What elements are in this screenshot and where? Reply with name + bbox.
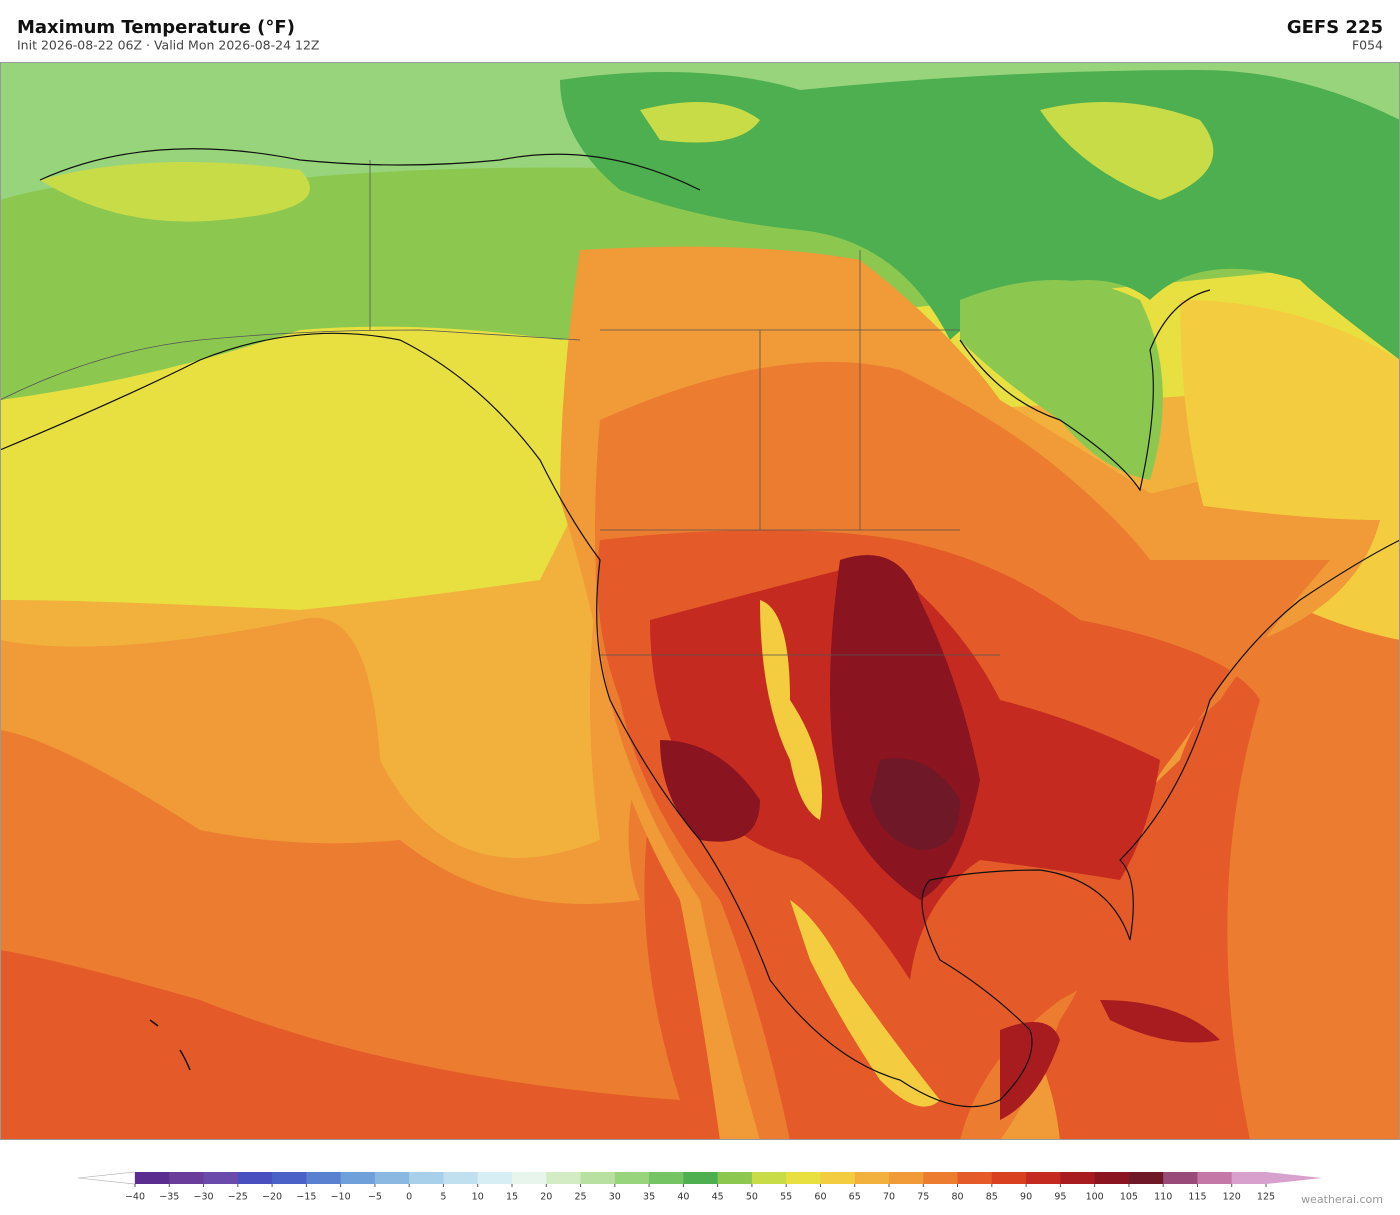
colorbar-bin <box>1094 1172 1130 1184</box>
colorbar-bin <box>614 1172 650 1184</box>
colorbar-bin <box>374 1172 410 1184</box>
colorbar-bin <box>306 1172 342 1184</box>
colorbar-label: 85 <box>986 1192 998 1203</box>
colorbar-bin <box>546 1172 582 1184</box>
colorbar-bin <box>854 1172 890 1184</box>
colorbar-bin <box>1231 1172 1267 1184</box>
colorbar-label: −15 <box>296 1192 316 1203</box>
colorbar-label: 40 <box>677 1192 689 1203</box>
colorbar-bin <box>477 1172 513 1184</box>
colorbar-label: −10 <box>331 1192 351 1203</box>
colorbar-label: 55 <box>780 1192 792 1203</box>
colorbar-bin <box>1197 1172 1233 1184</box>
colorbar-label: 25 <box>574 1192 586 1203</box>
colorbar-label: −40 <box>125 1192 145 1203</box>
colorbar-label: 70 <box>883 1192 895 1203</box>
subtitle: Init 2026-08-22 06Z · Valid Mon 2026-08-… <box>17 38 319 53</box>
forecast-hour: F054 <box>1352 38 1383 53</box>
colorbar-bin <box>751 1172 787 1184</box>
colorbar-label: 80 <box>951 1192 963 1203</box>
colorbar-label: 90 <box>1020 1192 1032 1203</box>
colorbar-label: 45 <box>712 1192 724 1203</box>
colorbar-bin <box>820 1172 856 1184</box>
colorbar-label: −25 <box>228 1192 248 1203</box>
colorbar-bin <box>1026 1172 1061 1184</box>
colorbar-label: 95 <box>1054 1192 1066 1203</box>
colorbar: −40 −35 −30 −25 −20 −15 −10 −5 0 5 10 15 20 25 30 35 40 4… <box>77 1171 1322 1203</box>
credit: weatherai.com <box>1301 1193 1383 1206</box>
colorbar-label: 60 <box>814 1192 826 1203</box>
colorbar-label: 65 <box>849 1192 861 1203</box>
colorbar-under <box>77 1171 136 1185</box>
colorbar-label: 10 <box>472 1192 484 1203</box>
colorbar-over <box>1266 1172 1322 1184</box>
colorbar-label: 110 <box>1154 1192 1172 1203</box>
colorbar-label: 120 <box>1223 1192 1241 1203</box>
colorbar-bin <box>923 1172 959 1184</box>
colorbar-bin <box>580 1172 616 1184</box>
colorbar-bin <box>786 1172 821 1184</box>
colorbar-bin <box>340 1172 376 1184</box>
colorbar-bin <box>512 1172 547 1184</box>
colorbar-bin <box>991 1172 1027 1184</box>
colorbar-bin <box>957 1172 993 1184</box>
colorbar-label: 30 <box>609 1192 621 1203</box>
colorbar-bin <box>203 1172 239 1184</box>
map <box>0 62 1400 1140</box>
colorbar-label: −20 <box>262 1192 282 1203</box>
colorbar-bin <box>1163 1172 1198 1184</box>
colorbar-bin <box>409 1172 444 1184</box>
colorbar-label: 35 <box>643 1192 655 1203</box>
colorbar-label: 105 <box>1120 1192 1138 1203</box>
colorbar-label: 50 <box>746 1192 758 1203</box>
colorbar-label: 20 <box>540 1192 552 1203</box>
colorbar-label: −5 <box>368 1192 382 1203</box>
model: GEFS 225 <box>1287 17 1383 38</box>
colorbar-label: −30 <box>194 1192 214 1203</box>
colorbar-bin <box>1128 1172 1164 1184</box>
colorbar-label: 0 <box>406 1192 412 1203</box>
colorbar-label: 75 <box>917 1192 929 1203</box>
title: Maximum Temperature (°F) <box>17 17 295 38</box>
colorbar-label: 5 <box>440 1192 446 1203</box>
colorbar-bin <box>649 1172 684 1184</box>
colorbar-label: 125 <box>1257 1192 1275 1203</box>
colorbar-bin <box>237 1172 273 1184</box>
colorbar-bin <box>889 1172 924 1184</box>
colorbar-bin <box>169 1172 205 1184</box>
colorbar-bin <box>443 1172 479 1184</box>
colorbar-bin <box>683 1172 719 1184</box>
colorbar-bin <box>1060 1172 1096 1184</box>
colorbar-bin <box>272 1172 307 1184</box>
colorbar-label: 100 <box>1086 1192 1104 1203</box>
colorbar-label: −35 <box>159 1192 179 1203</box>
colorbar-bin <box>135 1172 170 1184</box>
colorbar-label: 115 <box>1188 1192 1206 1203</box>
colorbar-label: 15 <box>506 1192 518 1203</box>
colorbar-bin <box>717 1172 753 1184</box>
